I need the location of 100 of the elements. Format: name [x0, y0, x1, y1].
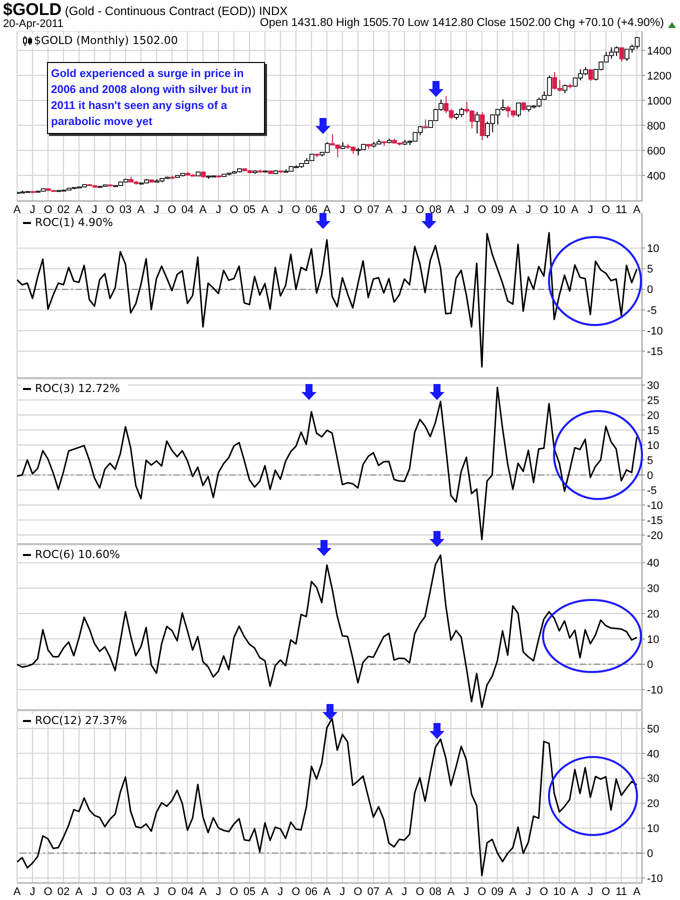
x-tick-label: J: [92, 204, 98, 216]
chart-title: $GOLD (Gold - Continuous Contract (EOD)) INDX: [3, 0, 288, 19]
y-tick-label: 0: [647, 284, 654, 296]
x-tick-label: O: [354, 204, 363, 216]
x-tick-label: J: [216, 886, 222, 898]
y-tick-label: -15: [647, 514, 663, 527]
y-tick-label: -10: [647, 872, 663, 885]
y-tick-label: 30: [647, 773, 660, 786]
x-tick-label: O: [44, 886, 53, 898]
y-tick-label: 10: [647, 242, 660, 255]
y-tick-label: 50: [647, 723, 660, 736]
x-tick-label: J: [464, 204, 470, 216]
y-tick-label: 30: [647, 583, 660, 596]
candlestick: [619, 46, 624, 62]
x-tick-label: J: [464, 886, 470, 898]
y-tick-label: 15: [647, 424, 660, 437]
y-tick-label: 5: [647, 454, 654, 467]
x-tick-label: A: [323, 886, 332, 898]
x-tick-label: 05: [243, 204, 256, 216]
x-tick-label: O: [354, 886, 363, 898]
candlestick: [516, 102, 521, 118]
candlestick: [521, 101, 526, 112]
x-tick-label: A: [199, 204, 208, 216]
x-tick-label: 07: [367, 886, 380, 898]
line-series: [17, 232, 638, 368]
x-tick-label: O: [44, 204, 53, 216]
x-tick-label: A: [633, 886, 642, 898]
x-tick-label: A: [137, 886, 146, 898]
y-tick-label: -10: [647, 325, 663, 338]
y-tick-label: 20: [647, 410, 660, 422]
x-tick-label: O: [602, 204, 611, 216]
x-tick-label: O: [168, 886, 177, 898]
x-tick-label: O: [106, 886, 115, 898]
x-tick-label: O: [230, 204, 239, 216]
y-tick-label: 1200: [647, 70, 672, 82]
y-tick-label: 0: [647, 848, 654, 860]
x-tick-label: J: [402, 886, 408, 898]
y-tick-label: 1400: [647, 45, 672, 58]
x-tick-label: A: [509, 204, 518, 216]
x-tick-label: A: [447, 204, 456, 216]
y-tick-label: 0: [647, 470, 654, 482]
y-tick-label: 40: [647, 558, 660, 570]
x-tick-label: O: [292, 886, 301, 898]
x-tick-label: 03: [119, 886, 132, 898]
y-tick-label: 10: [647, 823, 660, 836]
x-tick-label: 04: [181, 204, 194, 216]
y-tick-label: 0: [647, 659, 654, 672]
x-tick-label: J: [402, 204, 408, 216]
x-tick-label: O: [230, 886, 239, 898]
x-tick-label: J: [154, 204, 160, 216]
x-tick-label: A: [75, 204, 84, 216]
x-tick-label: J: [278, 204, 284, 216]
x-tick-label: J: [588, 204, 594, 216]
x-tick-label: J: [216, 204, 222, 216]
y-tick-label: 30: [647, 380, 660, 392]
x-tick-label: A: [75, 886, 84, 898]
x-tick-label: J: [30, 204, 36, 216]
x-tick-label: 02: [57, 204, 70, 216]
x-tick-label: J: [278, 886, 284, 898]
x-tick-label: 11: [616, 886, 628, 898]
x-tick-label: 05: [243, 886, 256, 898]
x-tick-label: O: [416, 886, 425, 898]
x-tick-label: J: [30, 886, 36, 898]
x-tick-label: A: [13, 204, 22, 216]
x-tick-label: A: [261, 204, 270, 216]
candlestick: [480, 112, 485, 141]
y-tick-label: 40: [647, 748, 660, 760]
x-tick-label: 08: [429, 204, 442, 216]
annotation: Gold experienced a surge in price in 2006 and 2008 along with silver but in 2011 it hasn't seen any signs of a parabolic move yet: [47, 62, 265, 134]
x-tick-label: A: [571, 886, 580, 898]
y-tick-label: -15: [647, 346, 663, 358]
x-tick-label: A: [261, 886, 270, 898]
x-tick-label: 08: [429, 886, 442, 898]
chart-subtitle: 20-Apr-2011: [3, 18, 64, 30]
y-tick-label: 10: [647, 634, 660, 646]
x-tick-label: A: [447, 886, 456, 898]
x-tick-label: A: [13, 886, 22, 898]
x-tick-label: J: [526, 204, 532, 216]
x-tick-label: O: [478, 204, 487, 216]
y-tick-label: -10: [647, 684, 663, 697]
y-tick-label: -5: [647, 484, 657, 497]
y-tick-label: -20: [647, 530, 663, 542]
x-tick-label: A: [323, 204, 332, 216]
x-tick-label: O: [106, 204, 115, 216]
x-tick-label: A: [385, 886, 394, 898]
y-tick-label: 10: [647, 440, 660, 452]
x-tick-label: 06: [305, 886, 318, 898]
x-tick-label: A: [571, 204, 580, 216]
legend-label: ROC(1) 4.90%: [34, 216, 114, 229]
x-tick-label: O: [540, 886, 549, 898]
candlestick: [474, 111, 480, 134]
x-tick-label: 04: [181, 886, 194, 898]
y-tick-label: 5: [647, 264, 654, 276]
y-tick-label: 20: [647, 608, 660, 620]
legend-title: $GOLD (Monthly) 1502.00: [34, 34, 178, 47]
x-tick-label: 09: [491, 886, 504, 898]
x-tick-label: A: [633, 204, 642, 216]
x-tick-label: J: [340, 204, 346, 216]
x-tick-label: 06: [305, 204, 318, 216]
x-tick-label: 03: [119, 204, 132, 216]
